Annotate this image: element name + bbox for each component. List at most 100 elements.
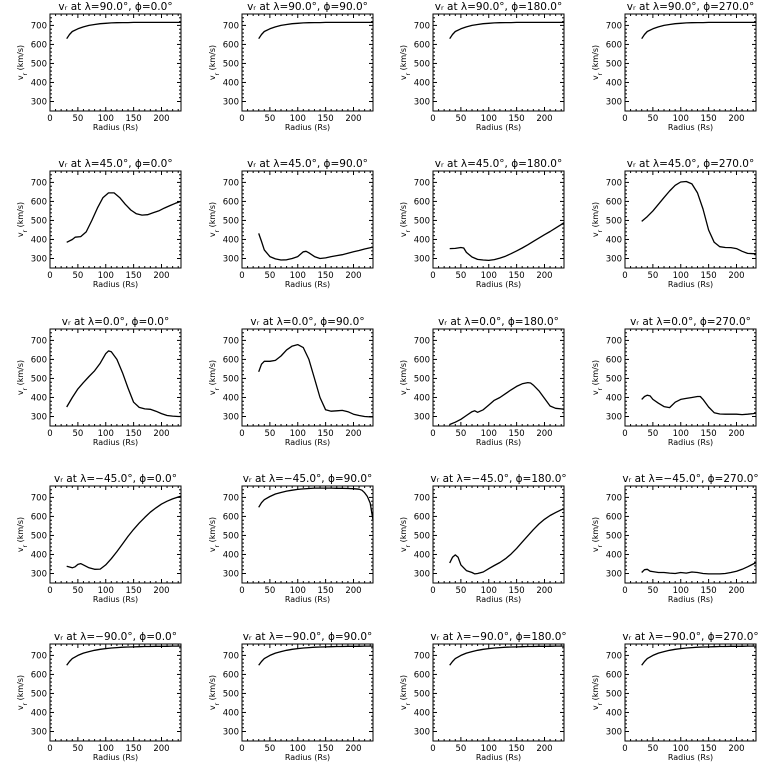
x-tick-label: 200	[153, 429, 169, 439]
x-tick-label: 100	[98, 429, 114, 439]
y-tick-label: 600	[414, 40, 430, 50]
series-line	[258, 21, 373, 40]
x-axis-label: Radius (Rs)	[668, 438, 713, 447]
y-axis-label: vr (km/s)	[399, 517, 412, 552]
x-tick-label: 50	[72, 744, 83, 754]
x-tick-label: 200	[153, 271, 169, 281]
chart-title: vᵣ at λ=−90.0°, ϕ=90.0°	[243, 631, 373, 643]
y-tick-label: 700	[223, 178, 239, 188]
y-tick-label: 700	[223, 21, 239, 31]
series-line	[258, 645, 373, 666]
y-axis-label: vr (km/s)	[16, 202, 29, 237]
y-tick-label: 300	[414, 97, 430, 107]
x-tick-label: 0	[239, 271, 244, 281]
chart-title: vᵣ at λ=−45.0°, ϕ=180.0°	[430, 473, 566, 485]
x-axis-label: Radius (Rs)	[476, 280, 521, 289]
y-tick-label: 300	[31, 254, 47, 264]
chart-panel: vᵣ at λ=−90.0°, ϕ=180.0° 0 50 100 150 200 300 4…	[399, 631, 567, 762]
y-tick-label: 400	[606, 708, 622, 718]
plot-frame	[241, 13, 374, 112]
y-tick-label: 400	[414, 393, 430, 403]
x-tick-label: 200	[153, 114, 169, 124]
x-tick-label: 150	[700, 429, 716, 439]
x-tick-label: 100	[98, 271, 114, 281]
y-tick-label: 500	[606, 59, 622, 69]
x-tick-label: 100	[673, 586, 689, 596]
y-tick-label: 500	[414, 59, 430, 69]
y-tick-label: 300	[31, 412, 47, 422]
y-axis-label: vr (km/s)	[399, 45, 412, 80]
x-tick-label: 200	[345, 586, 361, 596]
y-axis-label: vr (km/s)	[208, 675, 221, 710]
x-tick-label: 0	[239, 114, 244, 124]
x-axis-label: Radius (Rs)	[93, 280, 138, 289]
x-tick-label: 100	[98, 744, 114, 754]
x-tick-label: 50	[455, 586, 466, 596]
chart-title: vᵣ at λ=−90.0°, ϕ=0.0°	[54, 631, 177, 643]
x-tick-label: 100	[290, 271, 306, 281]
x-tick-label: 150	[700, 744, 716, 754]
x-tick-label: 200	[345, 744, 361, 754]
chart-panel: vᵣ at λ=45.0°, ϕ=270.0° 0 50 100 150 200 300 40…	[591, 158, 757, 289]
y-tick-label: 300	[223, 254, 239, 264]
x-tick-label: 100	[481, 271, 497, 281]
y-tick-label: 300	[414, 412, 430, 422]
series-line	[258, 487, 374, 521]
x-tick-label: 150	[125, 429, 141, 439]
y-tick-label: 400	[31, 708, 47, 718]
chart-title: vᵣ at λ=0.0°, ϕ=0.0°	[62, 316, 169, 328]
y-tick-label: 400	[606, 78, 622, 88]
y-tick-label: 700	[223, 336, 239, 346]
x-tick-label: 50	[455, 271, 466, 281]
x-tick-label: 50	[72, 114, 83, 124]
x-tick-label: 100	[290, 586, 306, 596]
x-axis-label: Radius (Rs)	[285, 123, 330, 132]
y-tick-label: 500	[606, 689, 622, 699]
y-tick-label: 400	[31, 393, 47, 403]
x-tick-label: 150	[508, 429, 524, 439]
x-tick-label: 200	[536, 429, 552, 439]
x-axis-label: Radius (Rs)	[93, 438, 138, 447]
plot-frame	[624, 485, 757, 584]
chart-panel: vᵣ at λ=45.0°, ϕ=180.0° 0 50 100 150 200 300 40…	[399, 158, 565, 289]
chart-panel: vᵣ at λ=−90.0°, ϕ=0.0° 0 50 100 150 200 300 400…	[16, 631, 182, 762]
x-tick-label: 150	[317, 429, 333, 439]
y-tick-label: 700	[414, 336, 430, 346]
y-tick-label: 600	[31, 355, 47, 365]
plot-frame	[432, 643, 565, 742]
y-tick-label: 700	[31, 21, 47, 31]
y-tick-label: 700	[31, 178, 47, 188]
y-tick-label: 700	[31, 651, 47, 661]
y-axis-label: vr (km/s)	[208, 45, 221, 80]
x-tick-label: 200	[536, 744, 552, 754]
x-tick-label: 150	[700, 271, 716, 281]
y-tick-label: 300	[414, 727, 430, 737]
y-tick-label: 300	[606, 412, 622, 422]
y-tick-label: 500	[31, 216, 47, 226]
plot-frame	[432, 13, 565, 112]
y-tick-label: 500	[31, 374, 47, 384]
y-tick-label: 600	[223, 512, 239, 522]
y-tick-label: 600	[223, 355, 239, 365]
y-tick-label: 700	[414, 178, 430, 188]
x-tick-label: 0	[622, 271, 627, 281]
x-tick-label: 0	[430, 114, 435, 124]
x-tick-label: 50	[264, 744, 275, 754]
x-tick-label: 0	[47, 271, 52, 281]
y-tick-label: 300	[31, 727, 47, 737]
y-axis-label: vr (km/s)	[16, 360, 29, 395]
y-axis-label: vr (km/s)	[208, 517, 221, 552]
y-tick-label: 600	[606, 670, 622, 680]
y-tick-label: 300	[414, 254, 430, 264]
x-tick-label: 200	[345, 114, 361, 124]
y-tick-label: 600	[31, 40, 47, 50]
x-tick-label: 200	[345, 429, 361, 439]
x-tick-label: 50	[264, 271, 275, 281]
chart-title: vᵣ at λ=−45.0°, ϕ=90.0°	[243, 473, 373, 485]
y-tick-label: 500	[31, 531, 47, 541]
y-tick-label: 400	[606, 393, 622, 403]
x-tick-label: 100	[673, 114, 689, 124]
chart-title: vᵣ at λ=45.0°, ϕ=0.0°	[58, 158, 172, 170]
chart-title: vᵣ at λ=45.0°, ϕ=90.0°	[247, 158, 368, 170]
